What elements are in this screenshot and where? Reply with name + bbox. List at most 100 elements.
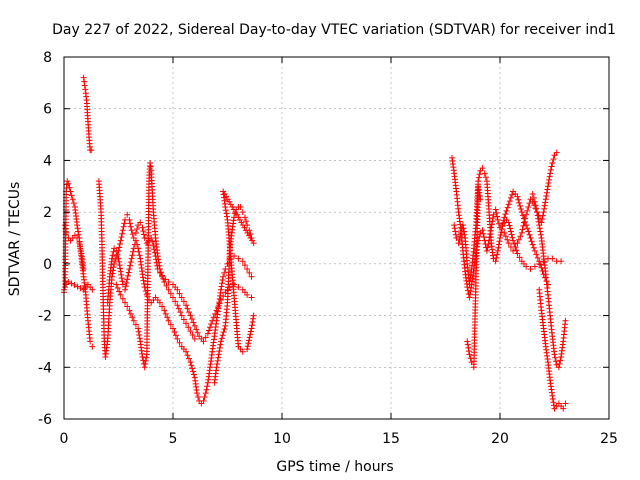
data-point [497,235,503,241]
data-point [503,207,510,214]
data-point [190,371,197,378]
data-point [517,202,524,209]
data-point [528,238,535,245]
data-point [175,305,182,312]
data-point [493,210,500,217]
data-point [187,312,194,319]
data-point [114,251,121,258]
data-point [481,170,488,177]
data-point [183,302,190,309]
data-point [494,247,501,254]
data-point [475,186,482,193]
data-point [124,272,131,279]
data-point [184,352,191,359]
y-tick-label: -4 [38,360,52,376]
data-point [69,196,76,203]
data-point [77,285,84,292]
data-point [545,180,552,187]
data-point [213,364,220,371]
data-point [75,231,82,238]
data-point [124,211,131,218]
data-point [120,223,127,230]
data-point [216,344,223,351]
data-point [245,337,252,344]
data-point [244,343,251,350]
data-point [147,160,154,167]
data-point [239,348,246,355]
data-point [221,269,228,276]
data-point [190,319,197,326]
data-point [536,258,543,265]
data-point [530,194,537,201]
data-point [514,250,521,257]
data-point [129,252,136,259]
data-point [538,219,545,226]
data-point [217,341,224,348]
data-point [520,222,527,229]
data-point [158,269,165,276]
data-point [475,174,482,181]
data-point [476,192,483,199]
data-point [110,248,117,255]
data-point [502,211,509,218]
data-point [495,241,502,248]
data-point [223,210,230,217]
data-point [187,359,194,366]
data-point [219,280,226,287]
data-point [495,244,502,251]
data-point [188,316,195,323]
data-point [468,284,475,291]
data-point [80,74,87,81]
data-point [485,241,492,248]
data-point [467,291,474,298]
data-point [164,314,171,321]
data-point [137,219,144,226]
data-point [174,335,181,342]
data-point [460,225,467,232]
data-point [222,207,229,214]
data-point [165,286,172,293]
data-point [517,233,524,240]
data-point [160,275,167,282]
data-point [116,258,123,265]
data-point [476,189,483,196]
data-point [536,225,543,232]
series-track-m [536,286,569,412]
data-point [457,233,464,240]
data-point [127,259,134,266]
data-point [464,341,471,348]
data-points [61,74,569,412]
data-point [129,231,136,238]
data-point [501,214,508,221]
data-point [530,244,537,251]
data-point [70,200,77,207]
data-point [482,174,489,181]
data-point [466,351,473,358]
data-point [77,247,84,254]
data-point [171,328,178,335]
data-point [159,303,166,310]
data-point [127,262,134,269]
data-point [117,268,124,275]
data-point [214,361,221,368]
data-point [156,262,163,269]
data-point [82,86,89,93]
data-point [516,199,523,206]
x-tick-label: 5 [169,431,178,447]
data-point [542,199,549,206]
data-point [544,186,551,193]
data-point [122,283,129,290]
data-point [553,149,560,156]
plot-frame [63,56,610,420]
data-point [155,256,162,263]
data-point [524,225,531,232]
data-point [456,236,463,243]
data-point [534,254,541,261]
data-point [533,251,540,258]
data-point [504,204,511,211]
data-point [122,286,129,293]
data-point [177,309,184,316]
data-point [81,82,88,89]
data-point [215,351,222,358]
data-point [218,283,225,290]
